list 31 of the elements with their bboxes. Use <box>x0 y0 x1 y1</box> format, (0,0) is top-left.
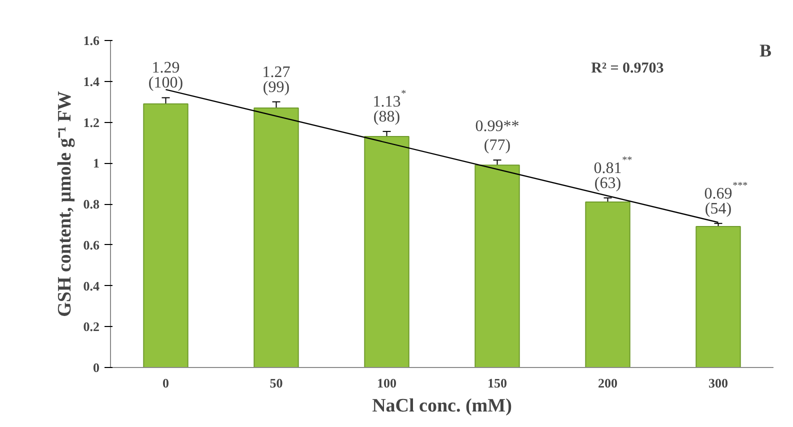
y-tick-label: 0.6 <box>83 237 100 252</box>
data-label: 1.29 (100) <box>148 60 184 92</box>
bar <box>696 226 741 368</box>
y-tick-label: 1.6 <box>83 33 100 48</box>
bar <box>143 103 188 368</box>
x-tick-label: 50 <box>270 376 283 390</box>
y-tick-label: 1 <box>93 156 100 171</box>
x-tick-label: 150 <box>488 376 507 390</box>
y-tick-label: 1.2 <box>83 114 100 130</box>
bar <box>364 136 410 368</box>
bar <box>474 164 520 368</box>
y-tick-label: 0.4 <box>83 278 100 294</box>
bar <box>585 201 630 368</box>
x-tick-label: 0 <box>162 376 169 390</box>
y-tick-label: 0.8 <box>83 196 100 212</box>
y-tick-label: 0 <box>93 360 100 375</box>
annotation: R² = 0.9703 <box>591 60 664 76</box>
y-axis-title: GSH content, µmole g⁻¹ FW <box>54 91 76 317</box>
annotation: B <box>759 40 772 60</box>
data-label: 1.27 (99) <box>262 64 290 96</box>
x-axis-title: NaCl conc. (mM) <box>372 396 512 416</box>
y-tick-label: 0.2 <box>83 319 100 334</box>
y-tick-label: 1.4 <box>83 74 100 89</box>
data-label: 1.13* (88) <box>372 88 406 126</box>
data-label: 0.69*** (54) <box>704 180 748 218</box>
bar <box>254 107 299 368</box>
data-label: 0.81** (63) <box>594 154 632 192</box>
data-label: 0.99** (77) <box>475 118 520 154</box>
x-tick-label: 300 <box>708 376 728 390</box>
x-tick-label: 100 <box>377 376 396 390</box>
x-tick-label: 200 <box>598 376 618 390</box>
